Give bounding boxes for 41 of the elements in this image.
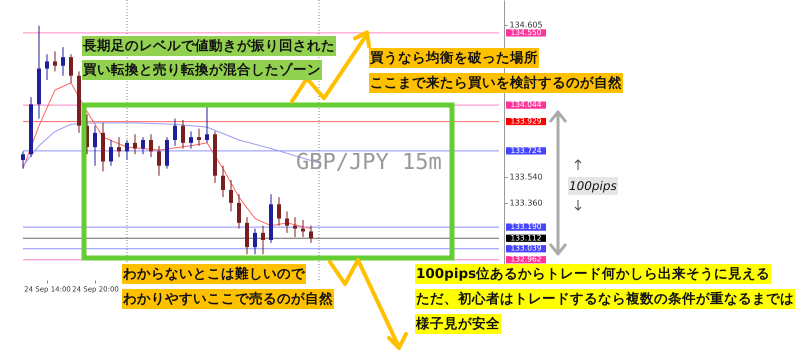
candlestick bbox=[69, 54, 73, 84]
text: わかりやすいここで売るのが自然 bbox=[122, 289, 334, 309]
candlestick bbox=[189, 130, 193, 150]
candlestick bbox=[125, 140, 129, 160]
y-tick-label: 133.540 bbox=[510, 172, 543, 182]
annotation: 長期足のレベルで値動きが振り回された bbox=[82, 36, 336, 56]
candlestick bbox=[45, 54, 49, 80]
y-tick-label: 133.360 bbox=[510, 198, 543, 208]
candlestick bbox=[277, 196, 281, 226]
candlestick bbox=[301, 220, 305, 238]
candlestick bbox=[21, 150, 25, 170]
candlestick bbox=[181, 120, 185, 150]
annotation: 買うなら均衡を破った場所 bbox=[369, 48, 539, 68]
annotation: 100pips位あるからトレード何かしら出来そうに見える bbox=[415, 264, 772, 284]
candlestick bbox=[197, 128, 201, 146]
candlestick bbox=[253, 228, 257, 255]
candlestick bbox=[53, 50, 57, 72]
candlestick bbox=[237, 194, 241, 230]
candlestick bbox=[229, 180, 233, 212]
candlestick bbox=[93, 125, 97, 166]
candlestick bbox=[309, 225, 313, 244]
candlestick bbox=[109, 140, 113, 166]
candlestick bbox=[261, 225, 265, 255]
annotation: わからないとこは難しいので bbox=[122, 264, 306, 284]
annotation: ここまで来たら買いを検討するのが自然 bbox=[369, 73, 623, 94]
candlestick bbox=[133, 134, 137, 155]
text: 様子見が安全 bbox=[415, 314, 501, 334]
text: GBP/JPY 15m bbox=[296, 150, 442, 175]
candlestick bbox=[285, 210, 289, 234]
candlestick bbox=[157, 145, 161, 176]
candlestick bbox=[117, 136, 121, 158]
candlestick bbox=[173, 118, 177, 146]
candlestick bbox=[141, 136, 145, 155]
candlestick bbox=[293, 216, 297, 238]
annotation: 買い転換と売り転換が混合したゾーン bbox=[82, 60, 322, 80]
text: ただ、初心者はトレードするなら複数の条件が重なるまでは bbox=[415, 289, 795, 309]
candlestick bbox=[221, 165, 225, 198]
y-tick-label: 134.605 bbox=[510, 20, 543, 30]
candlestick bbox=[61, 46, 65, 76]
candlestick bbox=[149, 134, 153, 158]
text: 100pips bbox=[568, 177, 618, 195]
